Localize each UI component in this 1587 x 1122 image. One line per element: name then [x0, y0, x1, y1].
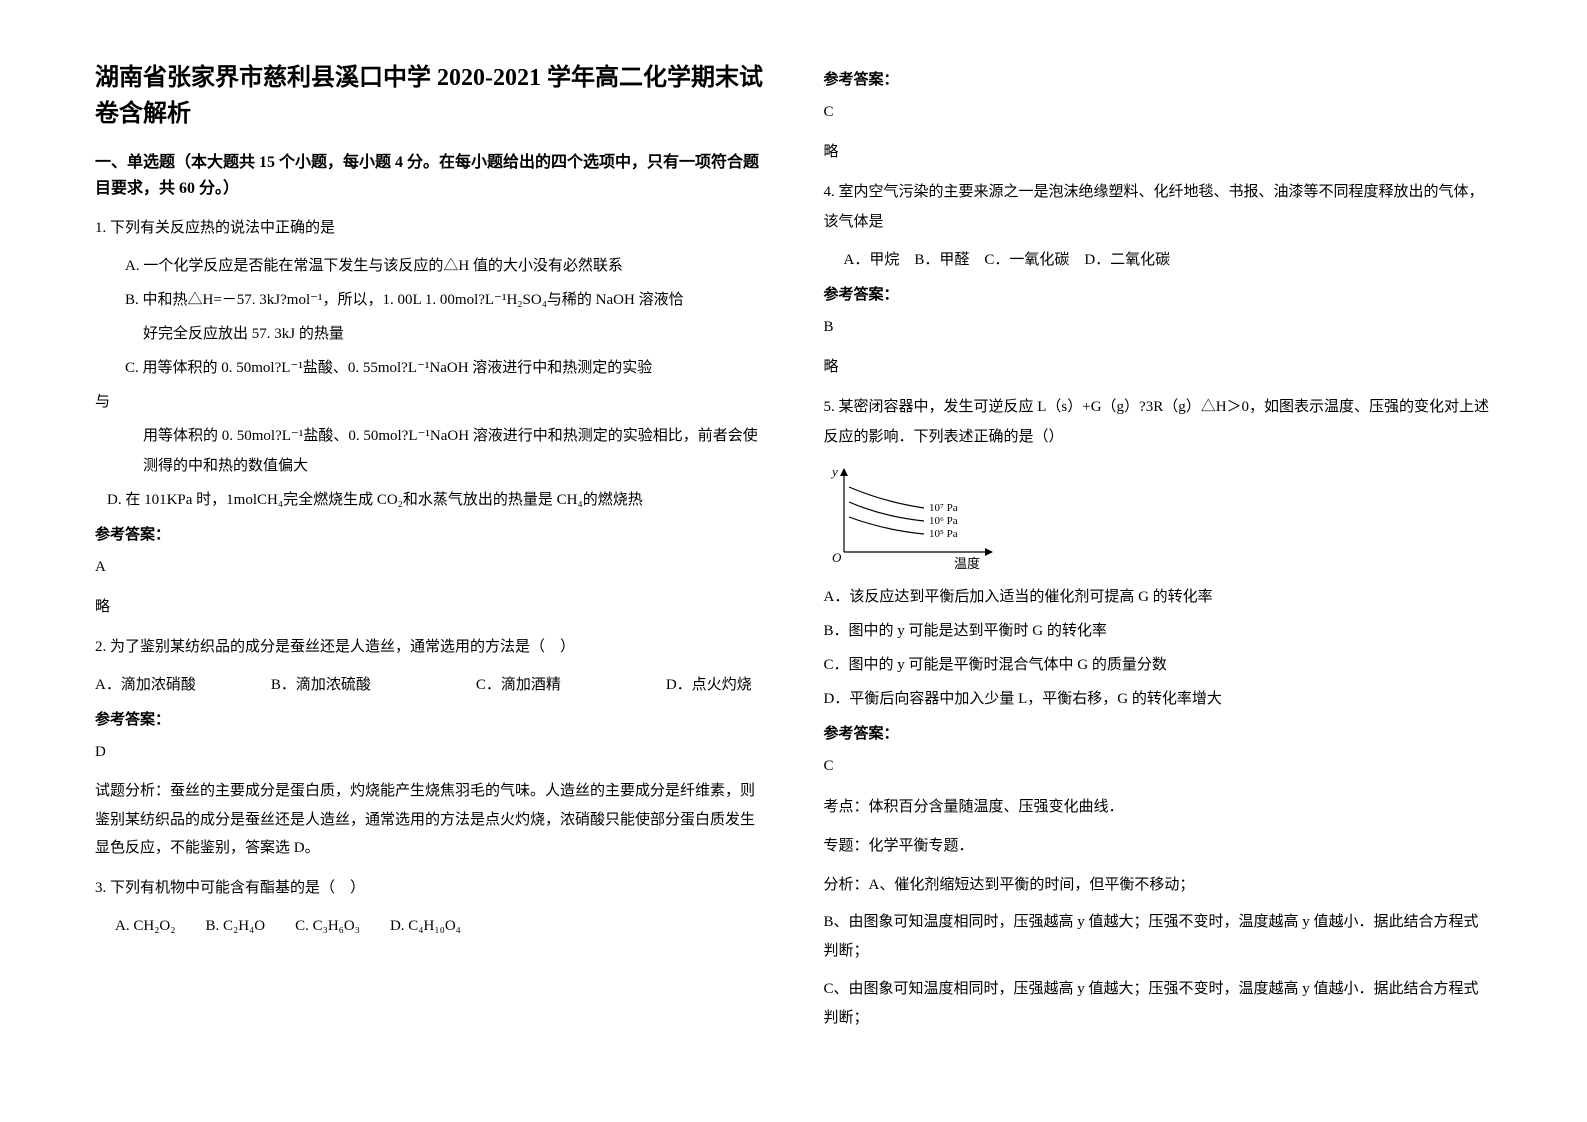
- q3-stem: 3. 下列有机物中可能含有酯基的是（ ）: [95, 873, 764, 903]
- q5-option-d: D．平衡后向容器中加入少量 L，平衡右移，G 的转化率增大: [824, 684, 1493, 714]
- page-title: 湖南省张家界市慈利县溪口中学 2020-2021 学年高二化学期末试卷含解析: [95, 60, 764, 132]
- section-heading: 一、单选题（本大题共 15 个小题，每小题 4 分。在每小题给出的四个选项中，只…: [95, 150, 764, 201]
- q1-option-a: A. 一个化学反应是否能在常温下发生与该反应的△H 值的大小没有必然联系: [125, 251, 764, 281]
- q1-analysis: 略: [95, 592, 764, 622]
- q1-option-d: D. 在 101KPa 时，1molCH₄完全燃烧生成 CO₂和水蒸气放出的热量…: [107, 485, 764, 515]
- svg-text:10⁷ Pa: 10⁷ Pa: [929, 502, 958, 514]
- fenxi-label: 分析：: [824, 877, 869, 893]
- q2-options: A．滴加浓硝酸 B．滴加浓硫酸 C．滴加酒精 D．点火灼烧: [95, 670, 764, 700]
- svg-text:温度: 温度: [954, 556, 980, 571]
- left-column: 湖南省张家界市慈利县溪口中学 2020-2021 学年高二化学期末试卷含解析 一…: [95, 60, 764, 1042]
- q5-zhuanti: 专题：化学平衡专题．: [824, 830, 1493, 863]
- q1-option-b: B. 中和热△H=－57. 3kJ?mol⁻¹，所以，1. 00L 1. 00m…: [125, 285, 764, 315]
- q5-fenxi-b: B、由图象可知温度相同时，压强越高 y 值越大；压强不变时，温度越高 y 值越小…: [824, 908, 1493, 965]
- q4-options: A．甲烷 B．甲醛 C．一氧化碳 D．二氧化碳: [844, 245, 1493, 275]
- q2-answer: D: [95, 737, 764, 767]
- svg-text:O: O: [832, 550, 842, 565]
- q5-fenxi: 分析：A、催化剂缩短达到平衡的时间，但平衡不移动；: [824, 869, 1493, 902]
- kaodian-text: 体积百分含量随温度、压强变化曲线．: [869, 799, 1124, 815]
- q5-option-b: B．图中的 y 可能是达到平衡时 G 的转化率: [824, 616, 1493, 646]
- q3-answer: C: [824, 97, 1493, 127]
- q4-answer-label: 参考答案：: [824, 283, 1493, 304]
- svg-text:10⁶ Pa: 10⁶ Pa: [929, 515, 958, 527]
- q1-option-c-mid: 与: [95, 387, 764, 417]
- zhuanti-label: 专题：: [824, 838, 869, 854]
- q2-stem: 2. 为了鉴别某纺织品的成分是蚕丝还是人造丝，通常选用的方法是（ ）: [95, 632, 764, 662]
- q5-option-a: A．该反应达到平衡后加入适当的催化剂可提高 G 的转化率: [824, 582, 1493, 612]
- q5-fenxi-c: C、由图象可知温度相同时，压强越高 y 值越大；压强不变时，温度越高 y 值越小…: [824, 975, 1493, 1032]
- q1-answer-label: 参考答案：: [95, 523, 764, 544]
- q1-option-c-cont: 用等体积的 0. 50mol?L⁻¹盐酸、0. 50mol?L⁻¹NaOH 溶液…: [143, 421, 764, 481]
- q1-answer: A: [95, 552, 764, 582]
- q5-kaodian: 考点：体积百分含量随温度、压强变化曲线．: [824, 791, 1493, 824]
- q5-option-c: C．图中的 y 可能是平衡时混合气体中 G 的质量分数: [824, 650, 1493, 680]
- q1-option-c: C. 用等体积的 0. 50mol?L⁻¹盐酸、0. 55mol?L⁻¹NaOH…: [125, 353, 764, 383]
- zhuanti-text: 化学平衡专题．: [869, 838, 974, 854]
- q4-answer: B: [824, 312, 1493, 342]
- right-column: 参考答案： C 略 4. 室内空气污染的主要来源之一是泡沫绝缘塑料、化纤地毯、书…: [824, 60, 1493, 1042]
- q3-options: A. CH₂O₂ B. C₂H₄O C. C₃H₆O₃ D. C₄H₁₀O₄: [115, 911, 764, 941]
- q2-analysis: 试题分析：蚕丝的主要成分是蛋白质，灼烧能产生烧焦羽毛的气味。人造丝的主要成分是纤…: [95, 777, 764, 863]
- q5-answer-label: 参考答案：: [824, 722, 1493, 743]
- q4-stem: 4. 室内空气污染的主要来源之一是泡沫绝缘塑料、化纤地毯、书报、油漆等不同程度释…: [824, 177, 1493, 237]
- q5-answer: C: [824, 751, 1493, 781]
- fenxi-a-text: A、催化剂缩短达到平衡的时间，但平衡不移动；: [869, 877, 1195, 893]
- q2-answer-label: 参考答案：: [95, 708, 764, 729]
- q5-chart: y O 温度 10⁷ Pa 10⁶ Pa 10⁵ Pa: [824, 462, 1024, 572]
- kaodian-label: 考点：: [824, 799, 869, 815]
- q3-answer-label: 参考答案：: [824, 68, 1493, 89]
- q4-analysis: 略: [824, 352, 1493, 382]
- q3-analysis: 略: [824, 137, 1493, 167]
- q1-option-b-cont: 好完全反应放出 57. 3kJ 的热量: [143, 319, 764, 349]
- svg-text:y: y: [830, 464, 838, 479]
- svg-text:10⁵ Pa: 10⁵ Pa: [929, 528, 958, 540]
- q1-stem: 1. 下列有关反应热的说法中正确的是: [95, 213, 764, 243]
- q5-stem: 5. 某密闭容器中，发生可逆反应 L（s）+G（g）?3R（g）△H＞0，如图表…: [824, 392, 1493, 452]
